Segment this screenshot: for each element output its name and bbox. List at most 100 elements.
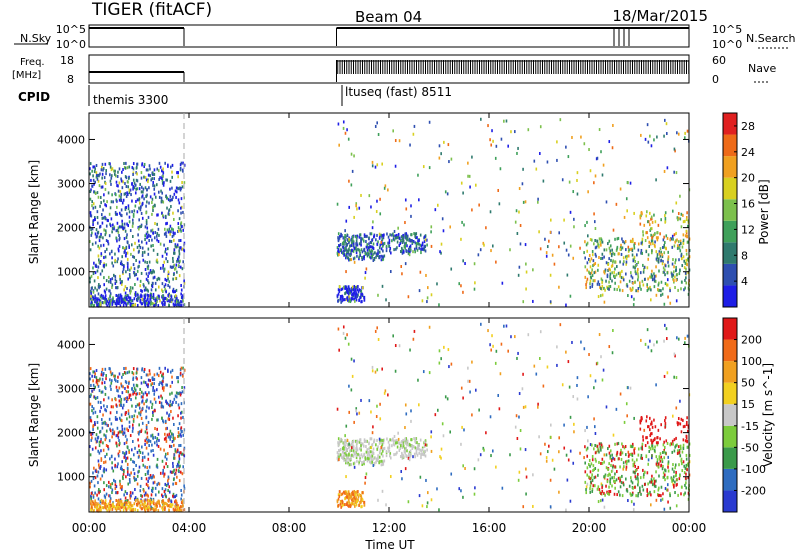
power-cell bbox=[351, 287, 354, 291]
power-cell bbox=[163, 284, 166, 288]
velocity-cell bbox=[686, 334, 689, 338]
power-cell bbox=[450, 157, 453, 161]
power-cell bbox=[108, 302, 110, 306]
velocity-cell bbox=[132, 367, 135, 371]
power-cell bbox=[527, 128, 530, 132]
velocity-cell bbox=[118, 430, 121, 434]
velocity-cell bbox=[478, 408, 480, 412]
power-cell bbox=[601, 173, 604, 177]
velocity-cell bbox=[601, 378, 604, 382]
velocity-cell bbox=[104, 387, 107, 391]
power-cell bbox=[157, 169, 160, 173]
velocity-cell bbox=[106, 504, 109, 508]
velocity-cell bbox=[104, 367, 107, 371]
velocity-cell bbox=[120, 499, 122, 503]
power-cell bbox=[175, 288, 178, 292]
velocity-cell bbox=[137, 470, 139, 474]
velocity-cell bbox=[418, 447, 420, 451]
power-cell bbox=[365, 252, 368, 256]
velocity-cell bbox=[89, 485, 91, 489]
velocity-cell bbox=[152, 507, 154, 511]
power-cell bbox=[653, 138, 655, 142]
velocity-cell bbox=[597, 473, 599, 477]
power-cell bbox=[381, 237, 384, 241]
velocity-cell bbox=[160, 404, 163, 408]
power-cell bbox=[413, 124, 416, 128]
power-cell bbox=[584, 240, 586, 244]
power-cell bbox=[583, 142, 586, 146]
velocity-cell bbox=[128, 420, 131, 424]
power-cell bbox=[162, 167, 164, 171]
velocity-cell bbox=[346, 333, 348, 337]
velocity-cell bbox=[111, 466, 113, 470]
velocity-cell bbox=[358, 440, 361, 444]
power-cell bbox=[342, 251, 344, 255]
velocity-cell bbox=[627, 459, 630, 463]
velocity-cell bbox=[357, 490, 359, 494]
power-cell bbox=[594, 246, 597, 250]
power-cell bbox=[675, 201, 678, 205]
power-cell bbox=[95, 228, 98, 232]
velocity-cell bbox=[178, 460, 180, 464]
power-cell bbox=[155, 234, 158, 238]
velocity-cell bbox=[98, 440, 101, 444]
velocity-cell bbox=[92, 370, 95, 374]
velocity-cell bbox=[348, 500, 350, 504]
velocity-cell bbox=[415, 451, 418, 455]
power-cell bbox=[111, 285, 113, 289]
power-cell bbox=[132, 178, 135, 182]
power-cell bbox=[140, 171, 143, 175]
velocity-cell bbox=[514, 335, 516, 339]
power-cell bbox=[490, 143, 493, 147]
velocity-cell bbox=[363, 460, 365, 464]
power-cell bbox=[180, 283, 182, 287]
velocity-cell bbox=[172, 478, 175, 482]
velocity-cell bbox=[414, 439, 416, 443]
power-cell bbox=[112, 223, 114, 227]
velocity-cell bbox=[129, 496, 132, 500]
power-cell bbox=[183, 163, 186, 167]
velocity-cell bbox=[439, 455, 441, 459]
power-cell bbox=[650, 251, 653, 255]
power-cell bbox=[609, 285, 612, 289]
power-cell bbox=[170, 240, 173, 244]
power-cell bbox=[667, 264, 670, 268]
velocity-cell bbox=[372, 452, 375, 456]
power-cell bbox=[601, 280, 603, 284]
velocity-cell bbox=[374, 329, 377, 333]
velocity-cell bbox=[354, 493, 357, 497]
velocity-cell bbox=[449, 430, 452, 434]
power-cell bbox=[661, 253, 663, 257]
velocity-cell bbox=[365, 450, 368, 454]
velocity-cell bbox=[159, 381, 161, 385]
velocity-cell bbox=[153, 501, 155, 505]
power-cell bbox=[416, 236, 418, 240]
velocity-cell bbox=[91, 389, 93, 393]
velocity-cell bbox=[140, 410, 142, 414]
power-cell bbox=[157, 227, 160, 231]
velocity-cell bbox=[164, 506, 166, 510]
power-cell bbox=[607, 287, 609, 291]
power-cell bbox=[588, 270, 590, 274]
velocity-cell bbox=[441, 422, 444, 426]
velocity-cell bbox=[175, 400, 177, 404]
velocity-cell bbox=[126, 503, 128, 507]
velocity-cell bbox=[340, 493, 343, 497]
power-cell bbox=[666, 278, 669, 282]
power-cell bbox=[169, 199, 171, 203]
power-cell bbox=[169, 224, 172, 228]
cpid-label: CPID bbox=[18, 90, 50, 104]
power-cell bbox=[613, 287, 616, 291]
power-cell bbox=[132, 221, 134, 225]
power-cell bbox=[649, 242, 652, 246]
power-cell bbox=[347, 250, 350, 254]
power-cell bbox=[108, 300, 111, 304]
power-cell bbox=[139, 284, 142, 288]
power-cell bbox=[628, 248, 630, 252]
power-cell bbox=[163, 243, 165, 247]
velocity-cell bbox=[172, 482, 174, 486]
power-cell bbox=[353, 256, 356, 260]
power-cell bbox=[144, 260, 146, 264]
power-cell bbox=[673, 265, 675, 269]
velocity-cell bbox=[375, 415, 378, 419]
